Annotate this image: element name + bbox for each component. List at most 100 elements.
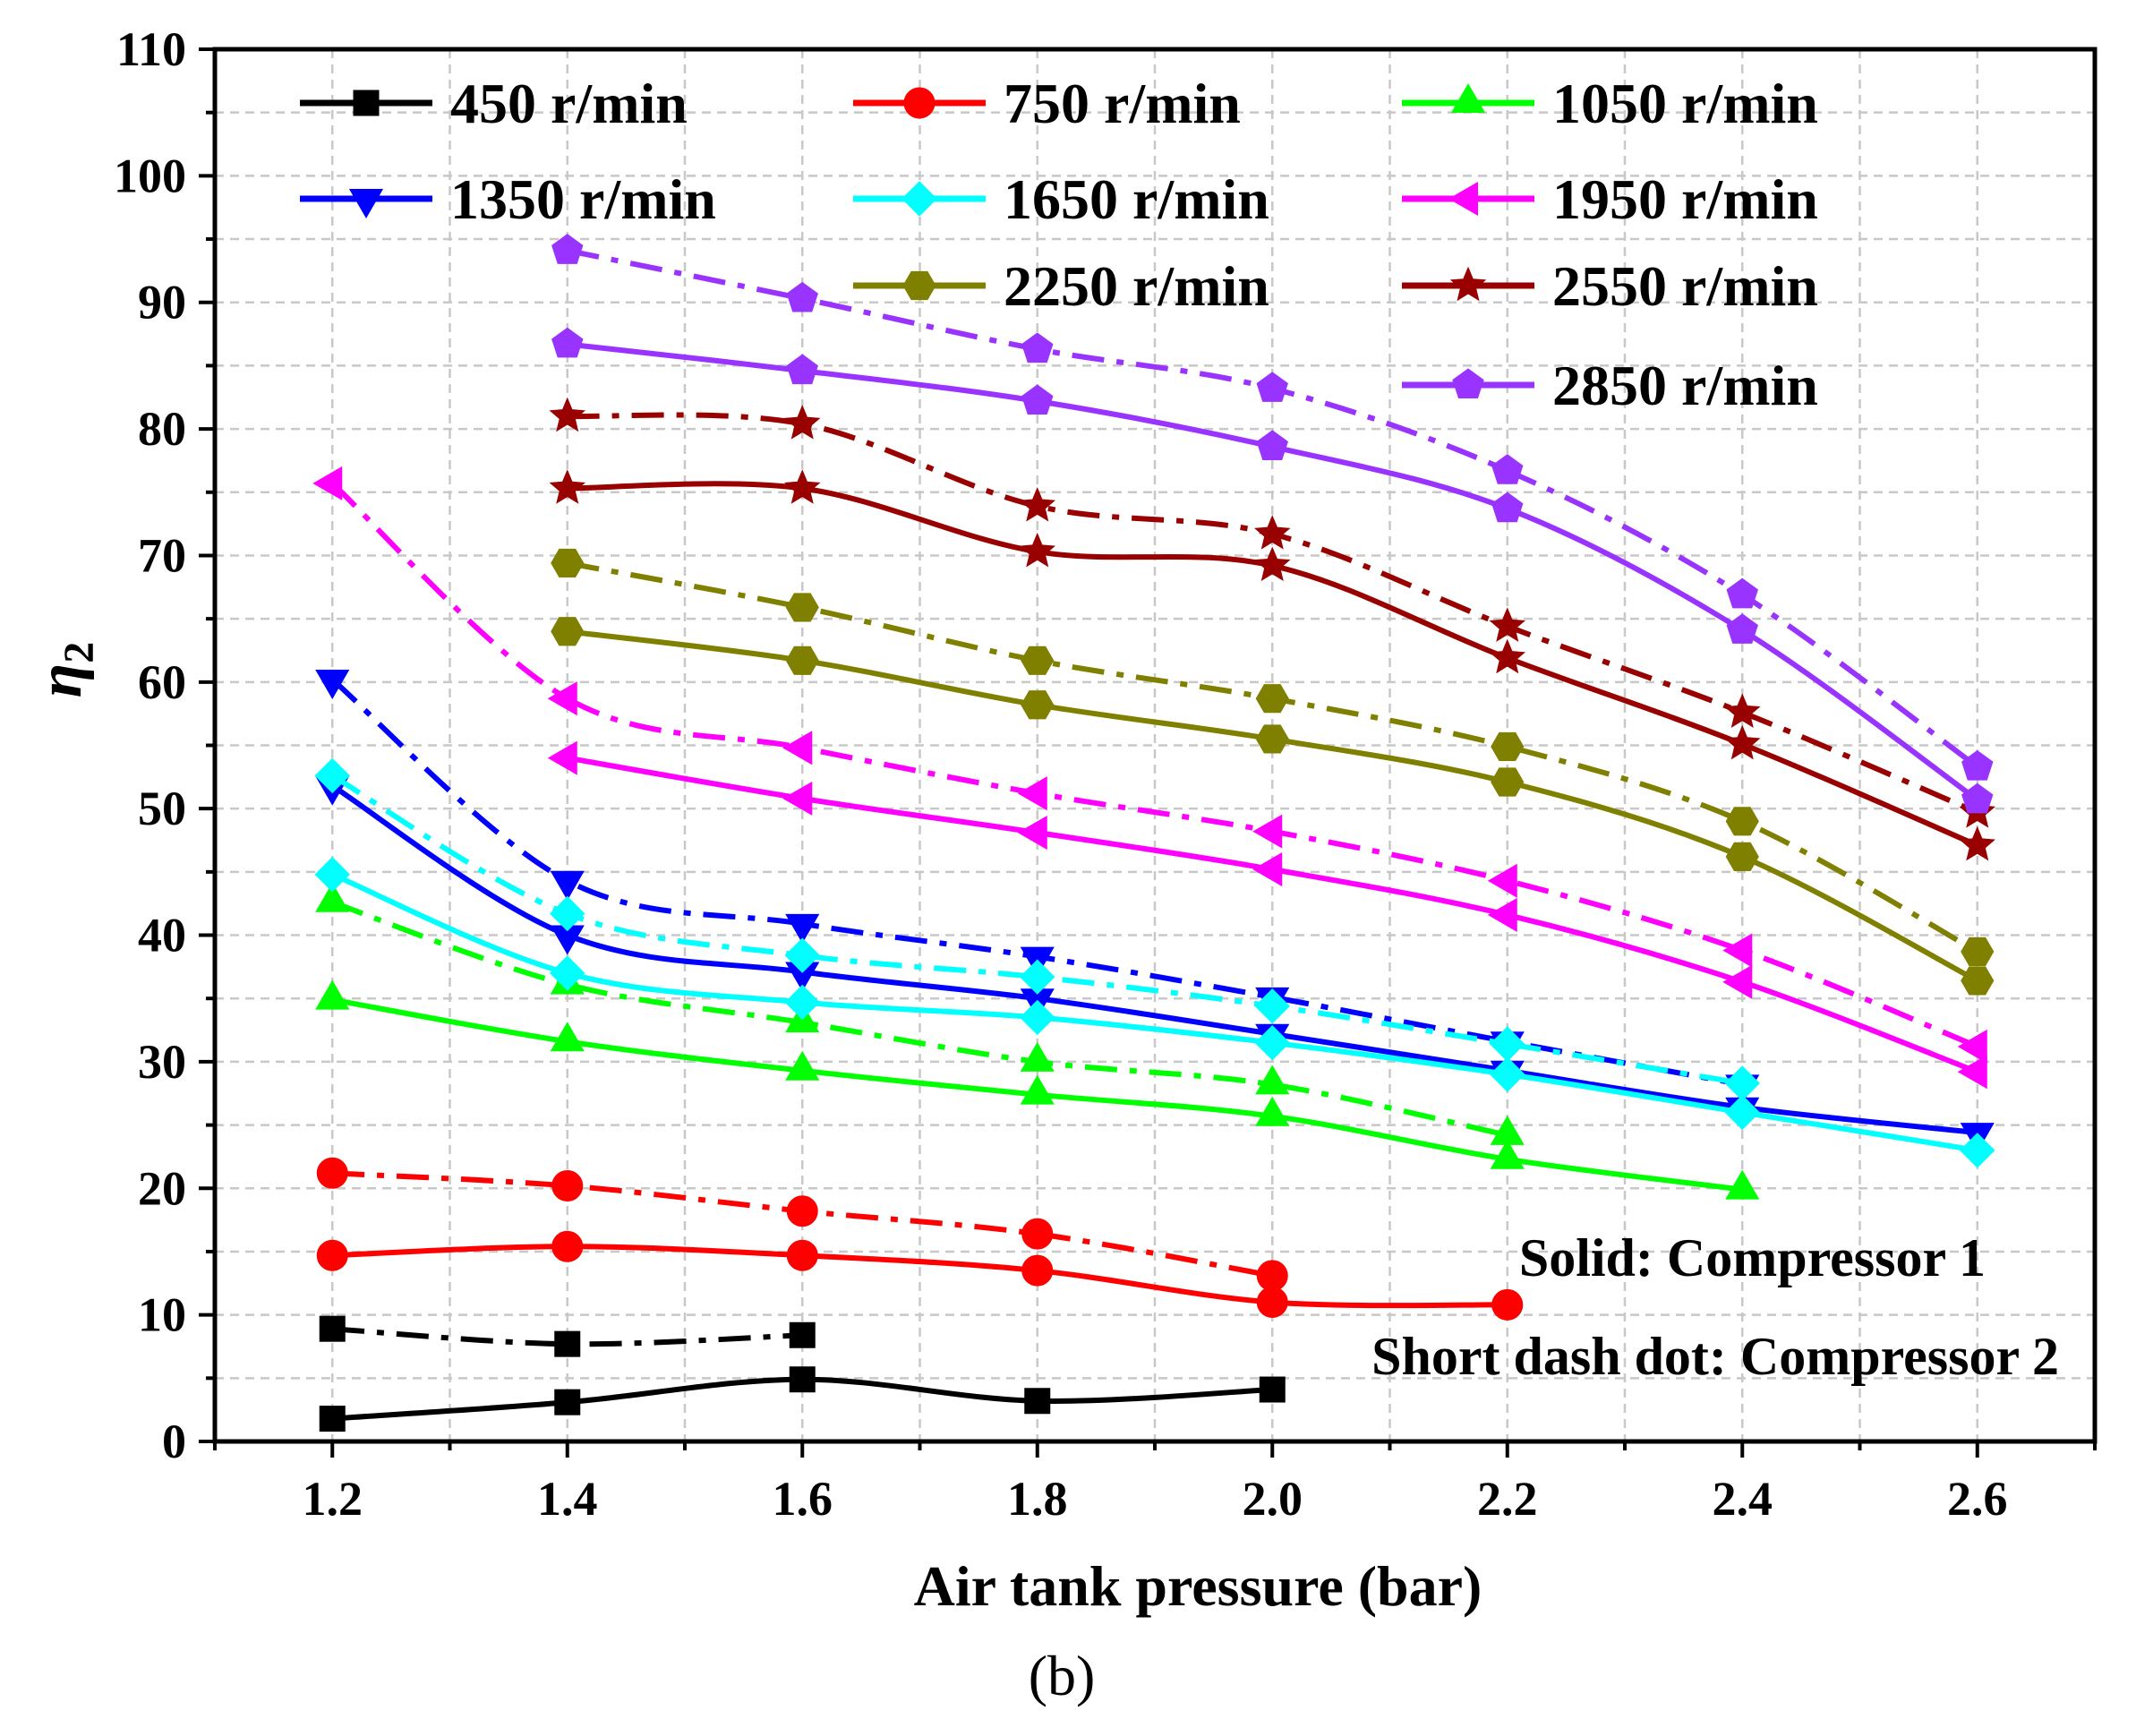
legend-item: 750 r/min bbox=[853, 72, 1241, 135]
series-1650 bbox=[314, 757, 1995, 1168]
marker-star bbox=[1019, 487, 1056, 522]
data-point-dashdot bbox=[1255, 684, 1289, 714]
data-point-solid bbox=[783, 469, 821, 504]
marker-star bbox=[549, 397, 586, 432]
data-point-solid bbox=[551, 327, 584, 358]
legend-marker bbox=[1452, 368, 1484, 399]
marker-diamond bbox=[1724, 1094, 1760, 1131]
legend-marker bbox=[348, 189, 384, 218]
marker-square bbox=[789, 1321, 816, 1348]
marker-pentagon bbox=[1726, 577, 1758, 609]
y-tick-label: 100 bbox=[114, 149, 186, 202]
marker-hexagon bbox=[1255, 684, 1289, 714]
x-tick-label: 2.0 bbox=[1243, 1472, 1303, 1526]
data-point-solid bbox=[1959, 825, 1996, 861]
marker-triangle-up bbox=[1255, 1096, 1290, 1126]
annotation-solid: Solid: Compressor 1 bbox=[1519, 1228, 1986, 1287]
marker-pentagon bbox=[1491, 492, 1524, 523]
x-tick-label: 1.6 bbox=[773, 1472, 833, 1526]
marker-star bbox=[1959, 825, 1996, 861]
marker-hexagon bbox=[1725, 807, 1759, 836]
marker-triangle-down bbox=[348, 189, 384, 218]
marker-star bbox=[1723, 693, 1761, 728]
data-point-dashdot bbox=[547, 681, 577, 716]
marker-square bbox=[1024, 1388, 1051, 1415]
marker-triangle-left bbox=[547, 740, 577, 775]
marker-triangle-left bbox=[1252, 814, 1283, 849]
marker-pentagon bbox=[1021, 384, 1054, 415]
legend-item: 2250 r/min bbox=[853, 254, 1269, 318]
data-point-dashdot bbox=[1020, 959, 1055, 995]
marker-square bbox=[789, 1366, 816, 1393]
marker-triangle-down bbox=[315, 669, 350, 699]
marker-triangle-left bbox=[312, 466, 343, 500]
marker-circle bbox=[1491, 1288, 1524, 1321]
data-point-dashdot bbox=[785, 913, 820, 944]
data-point-solid bbox=[547, 740, 577, 775]
marker-pentagon bbox=[1452, 368, 1484, 399]
marker-diamond bbox=[1490, 1056, 1525, 1092]
marker-diamond bbox=[1960, 1133, 1995, 1168]
marker-circle bbox=[1021, 1218, 1054, 1250]
marker-triangle-left bbox=[1957, 1029, 1987, 1065]
marker-hexagon bbox=[551, 617, 585, 646]
data-point-solid bbox=[1020, 999, 1055, 1036]
data-point-dashdot bbox=[785, 593, 819, 622]
data-point-dashdot bbox=[786, 281, 818, 312]
marker-triangle-left bbox=[1017, 776, 1047, 811]
data-point-dashdot bbox=[1253, 515, 1291, 550]
marker-diamond bbox=[1254, 988, 1290, 1024]
series-2250 bbox=[551, 548, 1995, 996]
legend-marker bbox=[902, 270, 936, 301]
data-point-dashdot bbox=[1491, 454, 1524, 484]
marker-triangle-left bbox=[1487, 897, 1517, 932]
data-point-solid bbox=[549, 469, 586, 504]
data-point-solid bbox=[551, 617, 585, 646]
marker-triangle-left bbox=[782, 781, 813, 816]
marker-diamond bbox=[550, 895, 585, 932]
data-point-solid bbox=[1725, 1169, 1760, 1200]
legend-label: 450 r/min bbox=[450, 72, 688, 135]
marker-triangle-left bbox=[1448, 181, 1478, 217]
data-point-dashdot bbox=[1019, 487, 1056, 522]
legend-marker bbox=[1449, 266, 1487, 302]
data-point-solid bbox=[1726, 613, 1758, 644]
marker-star bbox=[783, 469, 821, 504]
data-point-dashdot bbox=[784, 937, 820, 973]
legend-marker bbox=[903, 87, 936, 119]
legend-label: 1950 r/min bbox=[1552, 167, 1818, 231]
legend-marker bbox=[353, 90, 380, 116]
marker-circle bbox=[1256, 1287, 1288, 1318]
marker-pentagon bbox=[786, 281, 818, 312]
data-point-solid bbox=[1019, 532, 1056, 568]
legend-item: 2850 r/min bbox=[1402, 354, 1818, 417]
data-point-dashdot bbox=[783, 405, 821, 440]
marker-hexagon bbox=[902, 270, 936, 301]
marker-star bbox=[1723, 724, 1761, 760]
marker-diamond bbox=[784, 984, 820, 1021]
data-point-dashdot bbox=[1725, 807, 1759, 836]
legend-marker bbox=[901, 181, 937, 217]
marker-circle bbox=[551, 1169, 584, 1202]
data-point-solid bbox=[1259, 1376, 1286, 1403]
series-line-solid bbox=[332, 1244, 1508, 1309]
y-axis-title: η2 bbox=[26, 642, 103, 697]
data-point-solid bbox=[1021, 690, 1055, 720]
marker-square bbox=[353, 90, 380, 116]
marker-pentagon bbox=[551, 234, 584, 264]
data-point-solid bbox=[316, 1239, 348, 1271]
marker-diamond bbox=[1724, 1065, 1760, 1101]
marker-square bbox=[554, 1389, 581, 1415]
legend: 450 r/min 750 r/min 1050 r/min 1350 r/min 16… bbox=[300, 72, 1818, 417]
data-point-solid bbox=[550, 1022, 585, 1052]
x-tick-label: 2.4 bbox=[1713, 1472, 1773, 1526]
marker-hexagon bbox=[1725, 842, 1759, 871]
data-point-dashdot bbox=[316, 1157, 348, 1189]
data-point-solid bbox=[1724, 1094, 1760, 1131]
y-tick-label: 60 bbox=[138, 655, 186, 709]
marker-square bbox=[319, 1406, 346, 1432]
marker-square bbox=[1259, 1376, 1286, 1403]
legend-item: 1350 r/min bbox=[300, 167, 716, 231]
marker-triangle-up bbox=[315, 979, 350, 1010]
